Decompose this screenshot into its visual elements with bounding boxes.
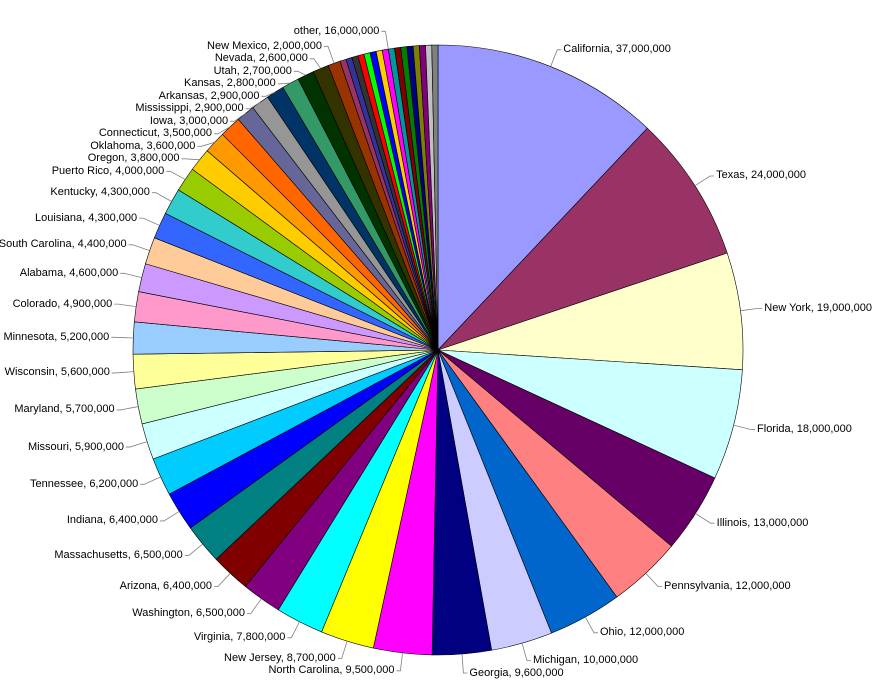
slice-label: Tennessee, 6,200,000: [30, 478, 138, 490]
slice-label: Alabama, 4,600,000: [20, 267, 118, 279]
leader-line: [247, 599, 261, 614]
leader-line: [646, 573, 662, 586]
leader-line: [181, 159, 199, 160]
slice-label: Arizona, 6,400,000: [120, 580, 212, 592]
slice-label: Iowa, 3,000,000: [150, 115, 228, 127]
leader-line: [139, 218, 159, 225]
leader-line: [396, 653, 402, 671]
slice-label: New Mexico, 2,000,000: [207, 40, 322, 52]
slice-label: South Carolina, 4,400,000: [0, 238, 127, 250]
slice-label: Utah, 2,700,000: [214, 65, 292, 77]
pie-chart: [0, 0, 877, 700]
slice-label: Kentucky, 4,300,000: [50, 186, 149, 198]
leader-line: [287, 622, 299, 638]
slice-label: Oklahoma, 3,600,000: [90, 140, 195, 152]
leader-line: [166, 171, 185, 179]
slice-label: New York, 19,000,000: [764, 302, 872, 314]
slice-label: Virginia, 7,800,000: [194, 631, 286, 643]
slice-label: Oregon, 3,800,000: [88, 152, 180, 164]
slice-label: Minnesota, 5,200,000: [3, 331, 109, 343]
leader-line: [585, 617, 598, 633]
slice-label: Georgia, 9,600,000: [469, 667, 563, 679]
leader-line: [214, 573, 230, 586]
slice-label: Kansas, 2,800,000: [184, 77, 276, 89]
slice-label: Massachusetts, 6,500,000: [54, 549, 182, 561]
slice-label: Ohio, 12,000,000: [600, 626, 684, 638]
leader-line: [462, 654, 467, 673]
slice-label: Indiana, 6,400,000: [67, 514, 158, 526]
slice-label: New Jersey, 8,700,000: [224, 652, 336, 664]
slice-label: Nevada, 2,600,000: [215, 52, 308, 64]
slice-label: Missouri, 5,900,000: [28, 441, 124, 453]
leader-line: [522, 643, 531, 660]
slice-label: Florida, 18,000,000: [757, 423, 852, 435]
leader-line: [324, 46, 334, 63]
leader-line: [152, 193, 172, 202]
leader-line: [551, 50, 562, 67]
leader-line: [160, 511, 179, 521]
slice-label: other, 16,000,000: [294, 25, 380, 37]
slice-label: Maryland, 5,700,000: [14, 403, 114, 415]
leader-line: [695, 176, 714, 186]
leader-line: [338, 641, 347, 658]
leader-line: [111, 337, 133, 338]
slice-label: Puerto Rico, 4,000,000: [52, 165, 165, 177]
slice-label: California, 37,000,000: [563, 43, 671, 55]
leader-line: [117, 407, 139, 410]
slice-label: Texas, 24,000,000: [716, 169, 806, 181]
slice-label: Mississippi, 2,900,000: [135, 102, 243, 114]
leader-line: [112, 372, 134, 373]
slice-label: Michigan, 10,000,000: [533, 654, 638, 666]
slice-label: North Carolina, 9,500,000: [268, 664, 394, 676]
leader-line: [740, 308, 762, 310]
leader-line: [129, 245, 150, 251]
leader-line: [126, 442, 147, 447]
slice-label: Pennsylvania, 12,000,000: [664, 580, 791, 592]
leader-line: [294, 71, 306, 75]
leader-line: [278, 83, 291, 84]
leader-line: [381, 31, 388, 49]
slice-label: Louisiana, 4,300,000: [35, 212, 137, 224]
slice-label: Connecticut, 3,500,000: [99, 127, 212, 139]
leader-line: [140, 477, 160, 484]
slice-label: Washington, 6,500,000: [132, 607, 245, 619]
slice-label: Colorado, 4,900,000: [13, 298, 113, 310]
leader-line: [114, 304, 136, 307]
slice-label: Arkansas, 2,900,000: [159, 90, 260, 102]
leader-line: [310, 59, 321, 69]
leader-line: [734, 425, 755, 429]
slice-label: Wisconsin, 5,600,000: [5, 366, 110, 378]
leader-line: [120, 273, 141, 277]
leader-line: [185, 544, 203, 555]
slice-label: Illinois, 13,000,000: [717, 517, 809, 529]
leader-line: [695, 514, 714, 524]
